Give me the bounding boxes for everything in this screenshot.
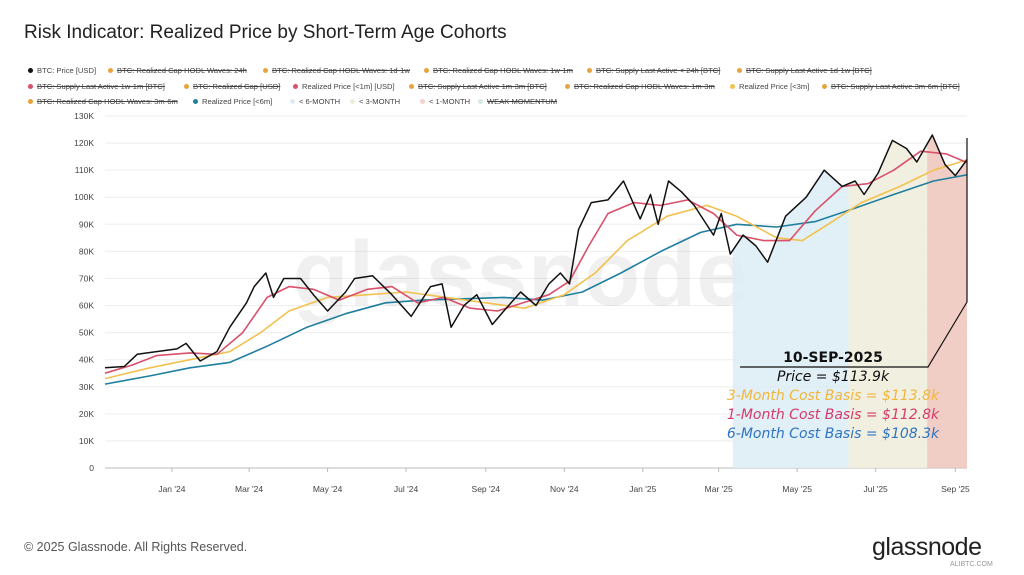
legend-label: BTC: Realized Cap HODL Waves: 1d-1w <box>272 66 410 75</box>
legend-item[interactable]: BTC: Realized Cap [USD] <box>184 82 280 91</box>
region--1-month <box>927 134 967 468</box>
legend-dot-icon <box>730 84 735 89</box>
x-tick-label: Mar '25 <box>705 484 733 494</box>
legend-item[interactable]: BTC: Supply Last Active < 24h [BTC] <box>587 66 720 75</box>
x-tick-label: May '25 <box>782 484 812 494</box>
legend-dot-icon <box>350 99 355 104</box>
legend-item[interactable]: BTC: Supply Last Active 3m-6m [BTC] <box>822 82 960 91</box>
y-tick-label: 120K <box>74 138 94 148</box>
glassnode-logo: glassnode <box>872 533 982 561</box>
legend-item[interactable]: < 1-MONTH <box>420 97 470 106</box>
x-tick-label: Jul '25 <box>863 484 888 494</box>
y-tick-label: 110K <box>75 165 95 175</box>
x-tick-label: Sep '25 <box>941 484 970 494</box>
legend-dot-icon <box>290 99 295 104</box>
legend-label: WEAK MOMENTUM <box>487 97 558 106</box>
legend-label: BTC: Supply Last Active 1m-3m [BTC] <box>418 82 547 91</box>
legend-item[interactable]: BTC: Supply Last Active 1w-1m [BTC] <box>28 82 165 91</box>
x-tick-label: Jan '25 <box>629 484 656 494</box>
legend-dot-icon <box>28 99 33 104</box>
y-tick-label: 50K <box>79 328 94 338</box>
y-tick-label: 10K <box>79 436 94 446</box>
legend-label: BTC: Realized Cap HODL Waves: 24h <box>117 66 247 75</box>
y-tick-label: 130K <box>74 111 94 121</box>
y-tick-label: 70K <box>79 273 94 283</box>
legend-item[interactable]: BTC: Realized Cap HODL Waves: 3m-6m <box>28 97 178 106</box>
legend-label: BTC: Supply Last Active 1w-1m [BTC] <box>37 82 165 91</box>
legend-item[interactable]: Realized Price [<6m] <box>193 97 272 106</box>
annotation-3m-cost-basis: 3-Month Cost Basis = $113.8k <box>727 388 940 404</box>
x-tick-label: Jan '24 <box>158 484 185 494</box>
x-tick-label: Mar '24 <box>235 484 263 494</box>
legend-dot-icon <box>108 68 113 73</box>
series-line-price <box>104 134 968 369</box>
series-line-realized-6m <box>104 174 968 385</box>
y-tick-label: 100K <box>74 192 94 202</box>
legend-item[interactable]: BTC: Realized Cap HODL Waves: 24h <box>108 66 247 75</box>
region--6-month <box>732 170 849 468</box>
legend-dot-icon <box>409 84 414 89</box>
legend-dot-icon <box>478 99 483 104</box>
legend-dot-icon <box>28 84 33 89</box>
annotation-leader-line <box>740 138 968 368</box>
legend-dot-icon <box>184 84 189 89</box>
legend-label: BTC: Realized Cap HODL Waves: 3m-6m <box>37 97 178 106</box>
legend-label: Realized Price [<1m] [USD] <box>302 82 395 91</box>
legend-dot-icon <box>293 84 298 89</box>
chart-title: Risk Indicator: Realized Price by Short-… <box>24 22 507 43</box>
legend-label: BTC: Supply Last Active 3m-6m [BTC] <box>831 82 960 91</box>
legend-label: Realized Price [<3m] <box>739 82 810 91</box>
legend-dot-icon <box>587 68 592 73</box>
annotation-price: Price = $113.9k <box>777 369 890 385</box>
legend-label: BTC: Supply Last Active 1d-1w [BTC] <box>746 66 872 75</box>
legend-item[interactable]: BTC: Realized Cap HODL Waves: 1m-3m <box>565 82 715 91</box>
legend-item[interactable]: BTC: Price [USD] <box>28 66 96 75</box>
legend-label: BTC: Supply Last Active < 24h [BTC] <box>596 66 721 75</box>
x-tick-label: Jul '24 <box>394 484 419 494</box>
legend-item[interactable]: < 6-MONTH <box>290 97 340 106</box>
y-tick-label: 60K <box>79 301 94 311</box>
legend-dot-icon <box>565 84 570 89</box>
x-tick-label: Sep '24 <box>472 484 501 494</box>
series-line-realized-1m <box>104 150 968 374</box>
y-tick-label: 0 <box>89 463 94 473</box>
y-tick-label: 90K <box>79 219 94 229</box>
legend-item[interactable]: Realized Price [<1m] [USD] <box>293 82 395 91</box>
y-tick-label: 40K <box>79 355 94 365</box>
x-tick-label: May '24 <box>313 484 343 494</box>
legend-item[interactable]: Realized Price [<3m] <box>730 82 809 91</box>
legend-dot-icon <box>193 99 198 104</box>
annotation-1m-cost-basis: 1-Month Cost Basis = $112.8k <box>727 407 940 423</box>
legend-item[interactable]: < 3-MONTH <box>350 97 400 106</box>
legend-dot-icon <box>420 99 425 104</box>
y-tick-label: 30K <box>79 382 94 392</box>
y-tick-label: 20K <box>79 409 94 419</box>
legend-item[interactable]: BTC: Realized Cap HODL Waves: 1w-1m <box>424 66 573 75</box>
legend-label: Realized Price [<6m] <box>202 97 273 106</box>
legend-dot-icon <box>28 68 33 73</box>
legend-dot-icon <box>822 84 827 89</box>
annotation-date: 10-SEP-2025 <box>783 350 883 366</box>
legend-label: BTC: Realized Cap HODL Waves: 1w-1m <box>433 66 573 75</box>
legend-item[interactable]: BTC: Supply Last Active 1m-3m [BTC] <box>409 82 547 91</box>
legend-item[interactable]: BTC: Realized Cap HODL Waves: 1d-1w <box>263 66 410 75</box>
region--3-month <box>848 140 928 468</box>
x-tick-label: Nov '24 <box>550 484 579 494</box>
legend-item[interactable]: BTC: Supply Last Active 1d-1w [BTC] <box>737 66 872 75</box>
legend-label: BTC: Realized Cap HODL Waves: 1m-3m <box>574 82 715 91</box>
legend-label: < 1-MONTH <box>429 97 471 106</box>
legend-label: < 6-MONTH <box>299 97 341 106</box>
legend-label: BTC: Realized Cap [USD] <box>193 82 281 91</box>
legend-dot-icon <box>263 68 268 73</box>
legend-dot-icon <box>424 68 429 73</box>
copyright: © 2025 Glassnode. All Rights Reserved. <box>24 540 248 554</box>
legend-label: < 3-MONTH <box>359 97 401 106</box>
annotation-6m-cost-basis: 6-Month Cost Basis = $108.3k <box>727 426 940 442</box>
legend-item[interactable]: WEAK MOMENTUM <box>478 97 557 106</box>
y-tick-label: 80K <box>79 246 94 256</box>
legend-label: BTC: Price [USD] <box>37 66 97 75</box>
site-watermark: ALIBTC.COM <box>950 561 993 568</box>
legend-dot-icon <box>737 68 742 73</box>
